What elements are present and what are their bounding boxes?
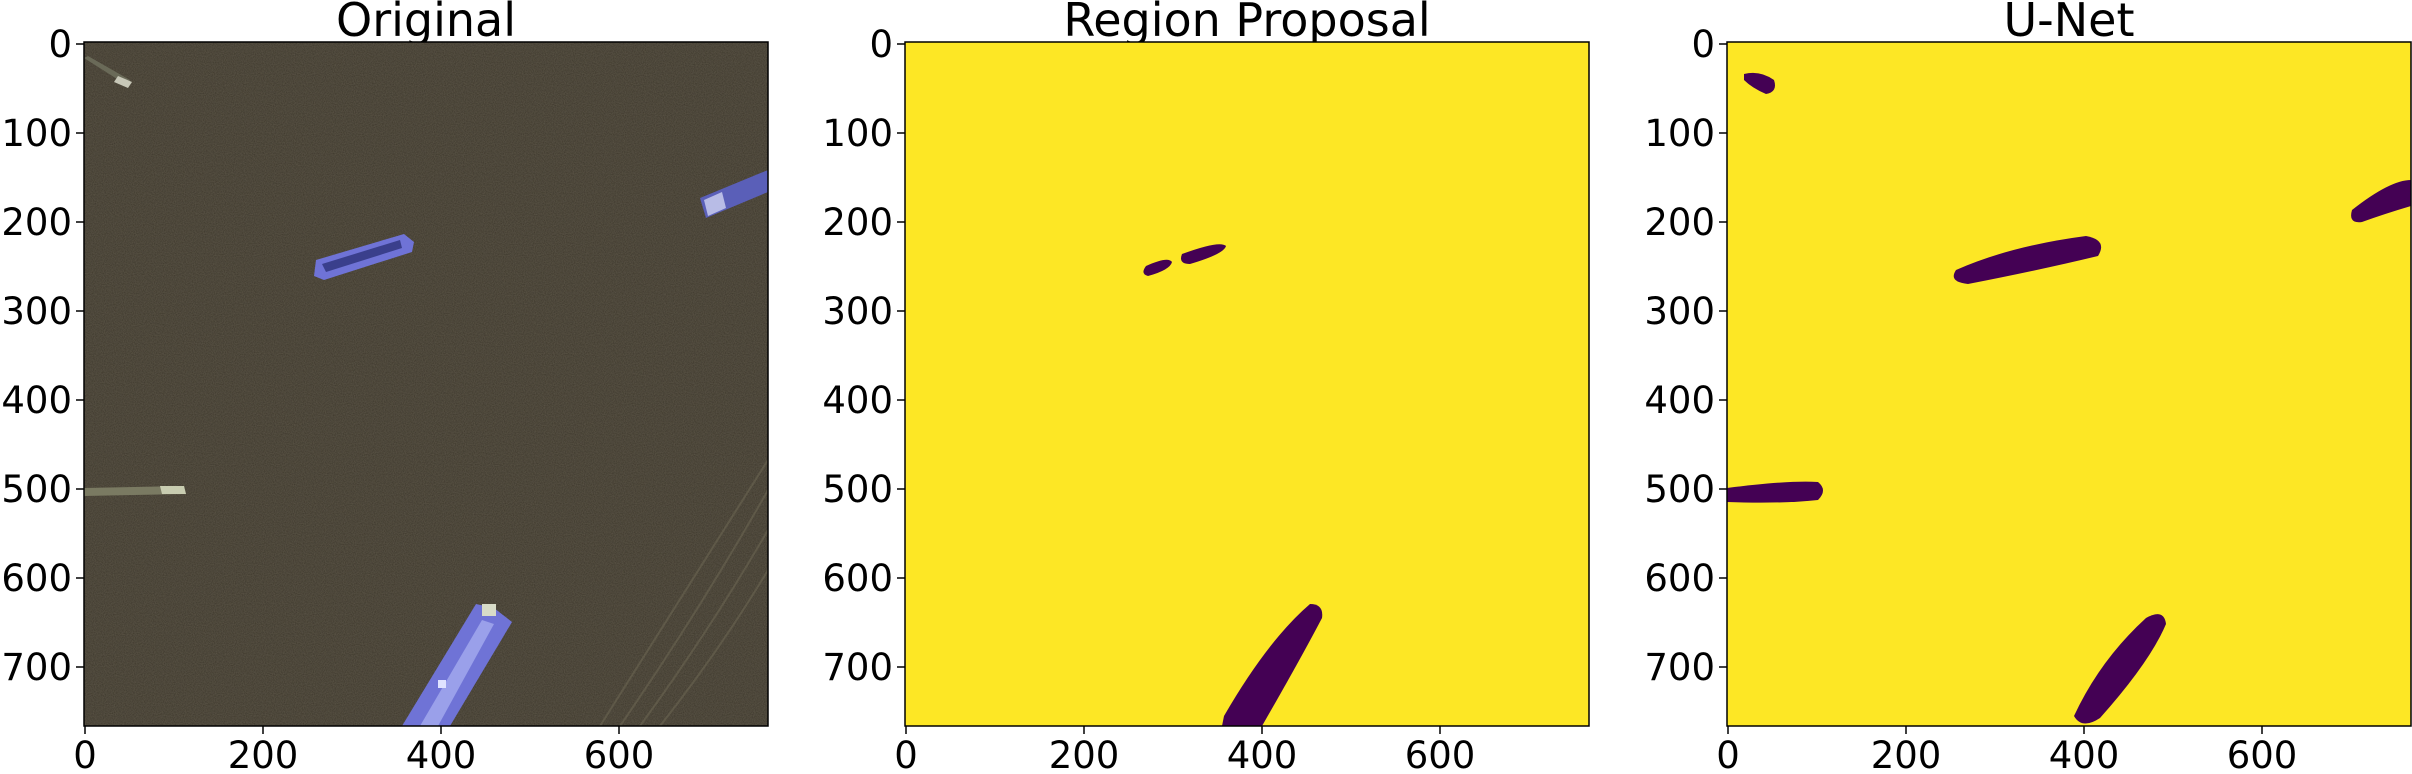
ship-center (314, 234, 414, 280)
y-tick-label: 400 (822, 379, 893, 422)
x-tick-label: 0 (1716, 734, 1740, 774)
x-tick-label: 200 (1871, 734, 1942, 774)
panel-title: U-Net (2003, 0, 2134, 47)
x-axis: 0 200 400 600 (73, 726, 654, 774)
mask-regions (1143, 244, 1323, 726)
axes-frame (1726, 41, 2412, 727)
y-axis: 0 100 200 300 400 500 600 700 (822, 23, 905, 689)
panel-region-proposal: Region Proposal 0 100 200 300 400 500 (822, 0, 1590, 774)
y-tick-label: 600 (1, 557, 72, 600)
y-tick-label: 0 (869, 23, 893, 66)
y-tick-label: 600 (1644, 557, 1715, 600)
y-axis: 0 100 200 300 400 500 600 700 (1, 23, 84, 689)
panel-unet: U-Net 0 100 200 300 400 (1644, 0, 2412, 774)
mask-blob (1222, 604, 1323, 726)
y-tick-label: 500 (1, 468, 72, 511)
y-tick-label: 200 (1, 201, 72, 244)
y-tick-label: 300 (1644, 290, 1715, 333)
ship-top-left (84, 56, 132, 88)
x-axis: 0 200 400 600 (894, 726, 1475, 774)
mask-blob (1181, 244, 1226, 264)
mask-blob (1727, 481, 1823, 503)
y-tick-label: 400 (1, 379, 72, 422)
y-tick-label: 500 (1644, 468, 1715, 511)
mask-blob (1953, 236, 2102, 284)
mask-background (1727, 42, 2411, 726)
y-tick-label: 300 (822, 290, 893, 333)
x-tick-label: 0 (894, 734, 918, 774)
mask-blob (1143, 259, 1172, 276)
mask-image (905, 42, 1589, 726)
satellite-image (84, 42, 768, 726)
y-tick-label: 100 (1, 112, 72, 155)
mask-blob (2074, 614, 2166, 724)
x-tick-label: 400 (1227, 734, 1298, 774)
mask-image (1727, 42, 2411, 726)
mask-regions (1727, 72, 2411, 724)
ship-left (84, 486, 186, 496)
panel-title: Original (336, 0, 516, 47)
y-tick-label: 200 (822, 201, 893, 244)
y-tick-label: 0 (48, 23, 72, 66)
y-tick-label: 100 (1644, 112, 1715, 155)
y-tick-label: 300 (1, 290, 72, 333)
axes-frame (904, 41, 1590, 727)
x-tick-label: 600 (584, 734, 655, 774)
y-axis: 0 100 200 300 400 500 600 700 (1644, 23, 1727, 689)
x-tick-label: 400 (406, 734, 477, 774)
mask-blob (1744, 72, 1775, 94)
y-tick-label: 500 (822, 468, 893, 511)
water-texture (84, 42, 768, 726)
x-tick-label: 600 (1405, 734, 1476, 774)
x-tick-label: 0 (73, 734, 97, 774)
axes-frame (83, 41, 769, 727)
y-tick-label: 200 (1644, 201, 1715, 244)
ship-bottom (402, 604, 512, 726)
mask-blob (2351, 180, 2411, 223)
x-tick-label: 200 (228, 734, 299, 774)
y-tick-label: 700 (1, 646, 72, 689)
panel-original: Original (1, 0, 769, 774)
y-tick-label: 700 (822, 646, 893, 689)
x-tick-label: 600 (2227, 734, 2298, 774)
y-tick-label: 600 (822, 557, 893, 600)
mask-background (905, 42, 1589, 726)
x-axis: 0 200 400 600 (1716, 726, 2297, 774)
x-tick-label: 400 (2049, 734, 2120, 774)
y-tick-label: 0 (1691, 23, 1715, 66)
ship-wake (599, 459, 768, 726)
y-tick-label: 400 (1644, 379, 1715, 422)
panel-title: Region Proposal (1063, 0, 1430, 47)
x-tick-label: 200 (1049, 734, 1120, 774)
y-tick-label: 100 (822, 112, 893, 155)
ship-right (700, 170, 768, 218)
y-tick-label: 700 (1644, 646, 1715, 689)
